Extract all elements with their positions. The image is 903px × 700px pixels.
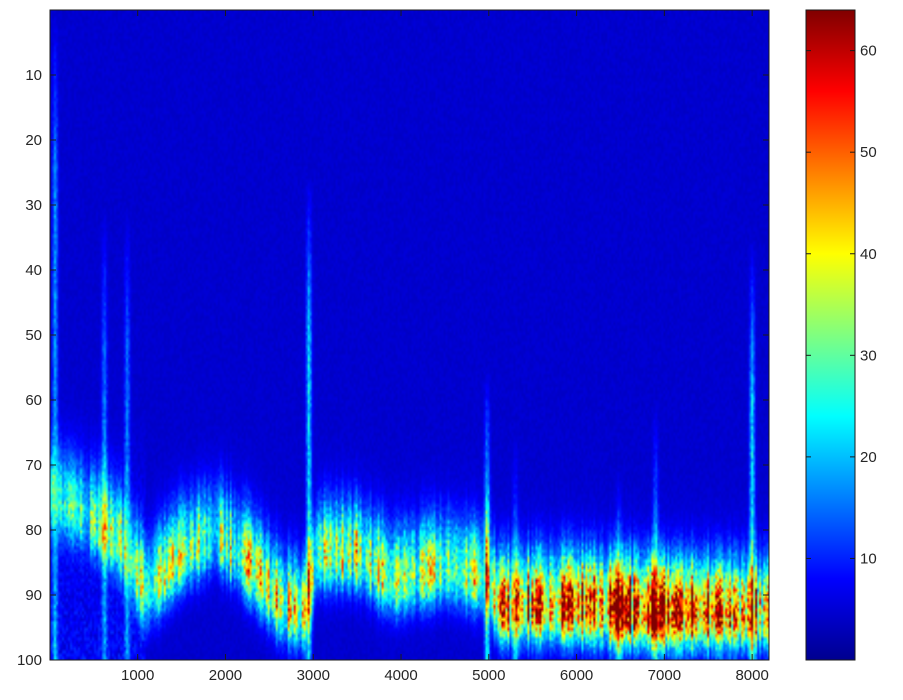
x-tick-label: 2000 [209, 667, 242, 684]
colorbar-tick-label: 20 [860, 449, 877, 466]
x-tick-label: 4000 [384, 667, 417, 684]
y-tick-label: 80 [25, 522, 42, 539]
colorbar-tick-label: 40 [860, 246, 877, 263]
colorbar [805, 9, 856, 661]
x-tick-label: 3000 [297, 667, 330, 684]
x-tick-label: 7000 [648, 667, 681, 684]
colorbar-tick-label: 60 [860, 43, 877, 60]
colorbar-tick-label: 50 [860, 144, 877, 161]
y-tick-label: 100 [17, 652, 42, 669]
x-axis: 1000 2000 3000 4000 5000 6000 7000 8000 [121, 10, 769, 684]
y-tick-label: 50 [25, 327, 42, 344]
y-tick-label: 90 [25, 587, 42, 604]
y-tick-label: 40 [25, 262, 42, 279]
colorbar-axis: 10 20 30 40 50 60 [806, 43, 877, 567]
x-tick-label: 6000 [560, 667, 593, 684]
y-tick-label: 60 [25, 392, 42, 409]
colorbar-tick-label: 30 [860, 347, 877, 364]
colorbar-tick-label: 10 [860, 550, 877, 567]
y-tick-label: 10 [25, 67, 42, 84]
x-tick-label: 1000 [121, 667, 154, 684]
heatmap-image [50, 10, 769, 660]
y-tick-label: 20 [25, 132, 42, 149]
x-tick-label: 5000 [472, 667, 505, 684]
x-tick-label: 8000 [735, 667, 768, 684]
y-axis: 10 20 30 40 50 60 70 80 90 100 [17, 67, 769, 669]
y-tick-label: 30 [25, 197, 42, 214]
y-tick-label: 70 [25, 457, 42, 474]
